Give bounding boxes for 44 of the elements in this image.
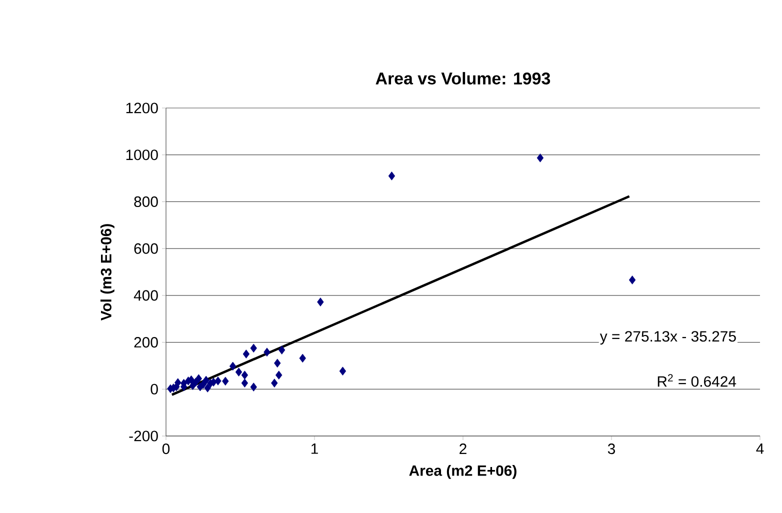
x-tick-label: 0: [162, 444, 170, 454]
y-tick-label: 200: [134, 336, 158, 348]
y-tick-label: 600: [134, 243, 158, 254]
point: [264, 348, 270, 357]
y-axis-title: Vol (m3 E+06): [100, 224, 114, 321]
point: [235, 368, 242, 376]
y-tick-label: -200: [129, 430, 158, 442]
y-tick-label: 0: [150, 384, 158, 394]
point: [241, 378, 248, 388]
point: [229, 362, 236, 371]
y-tick-label: 400: [134, 290, 158, 301]
x-tick-label: 3: [608, 444, 616, 454]
point: [242, 350, 250, 358]
point: [536, 154, 544, 162]
point: [276, 370, 282, 380]
chart-title: Area vs Volume: 1993: [376, 72, 550, 85]
point: [241, 370, 248, 380]
point: [196, 382, 204, 392]
point: [299, 354, 306, 363]
point: [628, 276, 636, 284]
x-axis-title: Area (m2 E+06): [409, 464, 516, 479]
x-tick-label: 1: [311, 444, 318, 454]
y-tick-label: 1200: [126, 102, 158, 114]
point: [204, 384, 211, 392]
point: [202, 376, 210, 385]
point: [339, 366, 346, 376]
x-tick-label: 4: [756, 444, 764, 454]
point: [222, 376, 229, 386]
point: [271, 378, 278, 388]
point: [388, 172, 396, 180]
point: [317, 298, 324, 306]
x-tick-label: 2: [460, 444, 466, 454]
point: [274, 358, 281, 368]
point: [278, 346, 286, 354]
point: [250, 344, 257, 353]
point: [195, 374, 202, 384]
point: [174, 378, 182, 387]
y-tick-label: 800: [134, 196, 158, 208]
annotation: R$^{2}$ = 0.6424: [658, 374, 736, 387]
point: [250, 382, 257, 392]
annotation: y = 275.13x - 35.275: [600, 331, 736, 345]
y-tick-label: 1000: [126, 150, 158, 160]
point: [214, 376, 222, 386]
point: [189, 381, 196, 390]
